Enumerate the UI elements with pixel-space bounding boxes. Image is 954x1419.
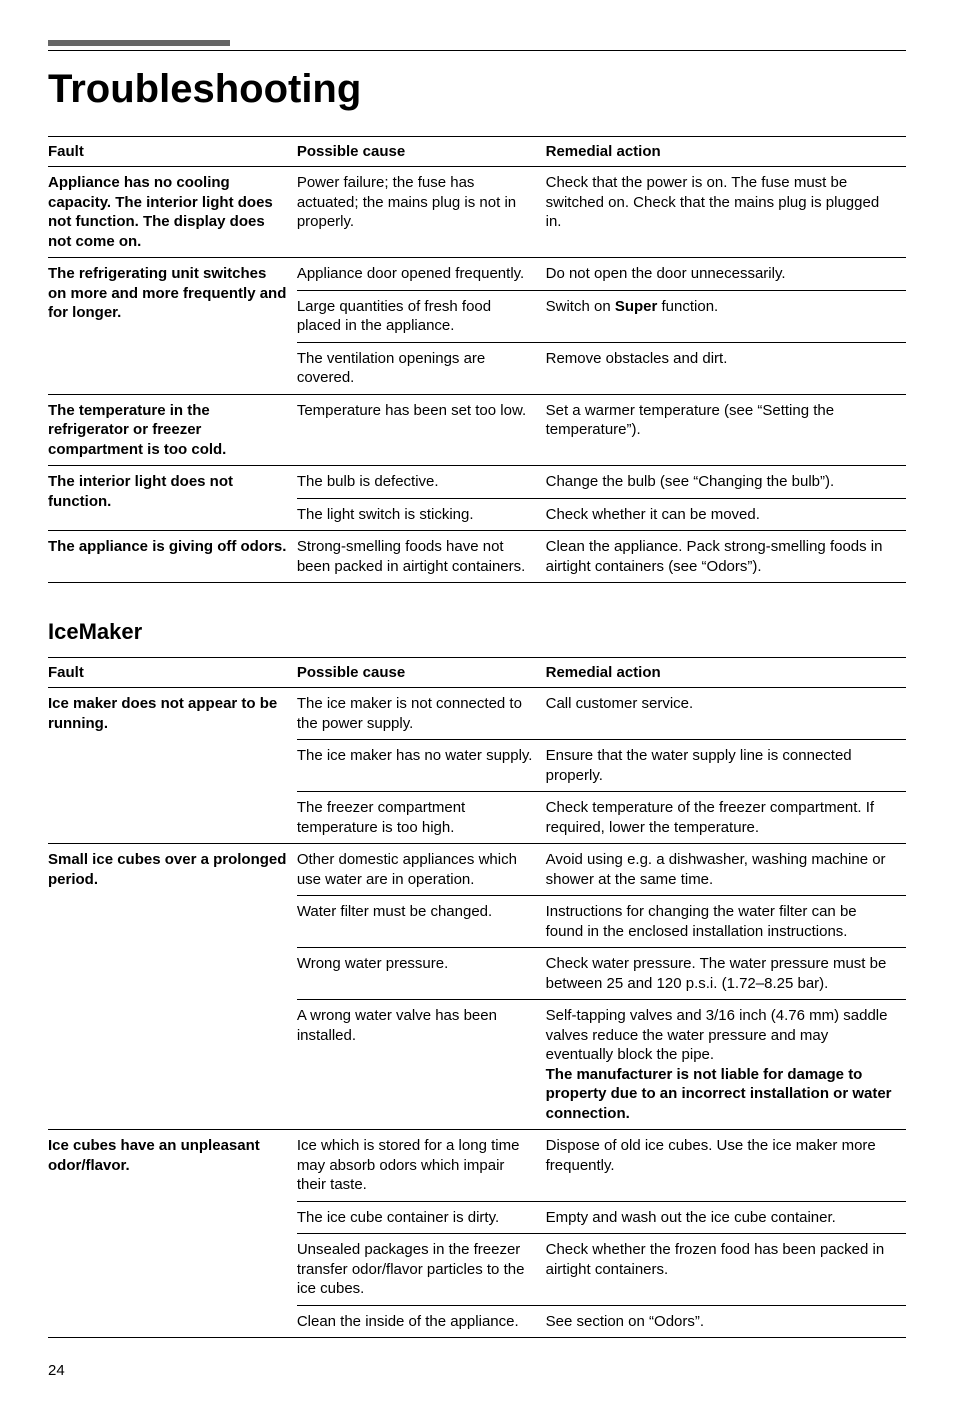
action-cell: Set a warmer temperature (see “Setting t… — [546, 394, 906, 466]
troubleshooting-table-icemaker: Fault Possible cause Remedial action Ice… — [48, 657, 906, 1338]
action-cell: Dispose of old ice cubes. Use the ice ma… — [546, 1130, 906, 1202]
action-cell: Avoid using e.g. a dishwasher, washing m… — [546, 844, 906, 896]
action-cell: Instructions for changing the water filt… — [546, 896, 906, 948]
fault-cell: Ice maker does not appear to be running. — [48, 688, 297, 844]
cause-cell: Other domestic appliances which use wate… — [297, 844, 546, 896]
fault-cell: Ice cubes have an unpleasant odor/flavor… — [48, 1130, 297, 1338]
action-cell: Self-tapping valves and 3/16 inch (4.76 … — [546, 1000, 906, 1130]
action-cell: Check that the power is on. The fuse mus… — [546, 167, 906, 258]
col-action: Remedial action — [546, 658, 906, 688]
fault-cell: The temperature in the refrigerator or f… — [48, 394, 297, 466]
table-row: The temperature in the refrigerator or f… — [48, 394, 906, 466]
cause-cell: Large quantities of fresh food placed in… — [297, 290, 546, 342]
table-row: Appliance has no cooling capacity. The i… — [48, 167, 906, 258]
action-cell: Clean the appliance. Pack strong-smellin… — [546, 531, 906, 583]
page-number: 24 — [48, 1362, 906, 1379]
col-cause: Possible cause — [297, 658, 546, 688]
cause-cell: The ice cube container is dirty. — [297, 1201, 546, 1234]
header-rule — [48, 50, 906, 51]
cause-cell: The ice maker has no water supply. — [297, 740, 546, 792]
header-accent-bar — [48, 40, 230, 46]
action-cell: Check whether the frozen food has been p… — [546, 1234, 906, 1306]
cause-cell: Ice which is stored for a long time may … — [297, 1130, 546, 1202]
action-cell: Ensure that the water supply line is con… — [546, 740, 906, 792]
section-title-icemaker: IceMaker — [48, 619, 906, 645]
fault-cell: The refrigerating unit switches on more … — [48, 258, 297, 395]
cause-cell: The bulb is defective. — [297, 466, 546, 499]
table-row: The appliance is giving off odors.Strong… — [48, 531, 906, 583]
cause-cell: Water filter must be changed. — [297, 896, 546, 948]
cause-cell: Unsealed packages in the freezer transfe… — [297, 1234, 546, 1306]
cause-cell: Power failure; the fuse has actuated; th… — [297, 167, 546, 258]
cause-cell: Appliance door opened frequently. — [297, 258, 546, 291]
action-cell: Check temperature of the freezer compart… — [546, 792, 906, 844]
cause-cell: Clean the inside of the appliance. — [297, 1305, 546, 1338]
page-title: Troubleshooting — [48, 67, 906, 112]
troubleshooting-table-main: Fault Possible cause Remedial action App… — [48, 136, 906, 583]
table-row: The refrigerating unit switches on more … — [48, 258, 906, 291]
cause-cell: Strong-smelling foods have not been pack… — [297, 531, 546, 583]
cause-cell: The light switch is sticking. — [297, 498, 546, 531]
action-cell: Call customer service. — [546, 688, 906, 740]
action-cell: Switch on Super function. — [546, 290, 906, 342]
cause-cell: The ice maker is not connected to the po… — [297, 688, 546, 740]
cause-cell: Temperature has been set too low. — [297, 394, 546, 466]
fault-cell: Small ice cubes over a prolonged period. — [48, 844, 297, 1130]
tbody-main: Appliance has no cooling capacity. The i… — [48, 167, 906, 583]
cause-cell: A wrong water valve has been installed. — [297, 1000, 546, 1130]
cause-cell: The freezer compartment temperature is t… — [297, 792, 546, 844]
action-cell: Change the bulb (see “Changing the bulb”… — [546, 466, 906, 499]
col-cause: Possible cause — [297, 137, 546, 167]
table-row: Ice cubes have an unpleasant odor/flavor… — [48, 1130, 906, 1202]
table-row: Small ice cubes over a prolonged period.… — [48, 844, 906, 896]
action-cell: Check whether it can be moved. — [546, 498, 906, 531]
col-action: Remedial action — [546, 137, 906, 167]
col-fault: Fault — [48, 137, 297, 167]
table-row: The interior light does not function.The… — [48, 466, 906, 499]
action-cell: Remove obstacles and dirt. — [546, 342, 906, 394]
table-row: Ice maker does not appear to be running.… — [48, 688, 906, 740]
col-fault: Fault — [48, 658, 297, 688]
cause-cell: Wrong water pressure. — [297, 948, 546, 1000]
tbody-icemaker: Ice maker does not appear to be running.… — [48, 688, 906, 1338]
action-cell: See section on “Odors”. — [546, 1305, 906, 1338]
action-cell: Do not open the door unnecessarily. — [546, 258, 906, 291]
action-cell: Check water pressure. The water pressure… — [546, 948, 906, 1000]
action-cell: Empty and wash out the ice cube containe… — [546, 1201, 906, 1234]
fault-cell: The appliance is giving off odors. — [48, 531, 297, 583]
fault-cell: The interior light does not function. — [48, 466, 297, 531]
fault-cell: Appliance has no cooling capacity. The i… — [48, 167, 297, 258]
cause-cell: The ventilation openings are covered. — [297, 342, 546, 394]
